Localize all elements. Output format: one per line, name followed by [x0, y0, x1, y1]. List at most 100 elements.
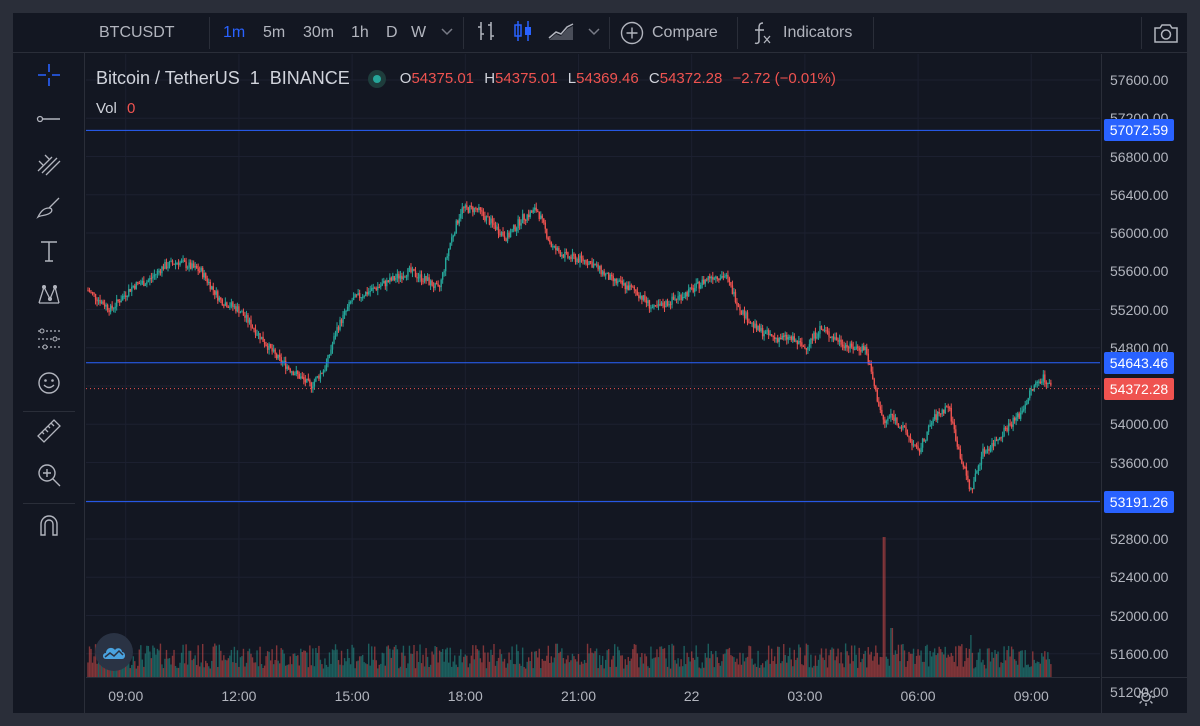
volume-bar	[826, 667, 829, 677]
candle	[532, 209, 534, 213]
chart-style-dropdown[interactable]	[588, 13, 600, 53]
emoji-tool[interactable]	[31, 367, 67, 403]
volume-bar	[636, 653, 639, 677]
volume-bar	[339, 664, 341, 677]
trend-line-tool[interactable]	[31, 103, 67, 139]
candle	[615, 278, 617, 284]
candle	[629, 285, 631, 291]
interval-1m[interactable]: 1m	[223, 13, 245, 53]
volume-bar	[959, 646, 962, 677]
candle	[227, 306, 230, 308]
tradingview-logo[interactable]	[95, 633, 133, 671]
volume-bar	[971, 652, 974, 677]
candle	[706, 279, 708, 281]
volume-bar	[272, 664, 275, 677]
volume-bar	[638, 667, 640, 677]
indicators-button[interactable]: Indicators	[751, 13, 852, 53]
volume-bar	[967, 657, 969, 677]
candle	[508, 232, 510, 238]
volume-bar	[552, 662, 554, 677]
gear-icon	[1136, 687, 1156, 707]
volume-bar	[165, 649, 168, 677]
pattern-tool[interactable]	[31, 279, 67, 315]
candle	[878, 401, 880, 407]
candle	[766, 330, 768, 332]
market-status-icon[interactable]	[367, 69, 386, 88]
brush-tool[interactable]	[31, 191, 67, 227]
candle	[155, 274, 157, 276]
volume-bar	[1045, 659, 1048, 677]
candle	[291, 371, 293, 373]
candle	[681, 297, 684, 301]
candles-style-button[interactable]	[511, 13, 535, 53]
volume-bar	[709, 658, 711, 677]
fib-tool[interactable]	[31, 147, 67, 183]
volume-bar	[125, 661, 127, 677]
candle	[245, 315, 248, 318]
candle	[876, 390, 879, 402]
crosshair-tool[interactable]	[31, 59, 67, 95]
candle	[99, 299, 101, 304]
volume-bar	[233, 646, 236, 677]
interval-dropdown[interactable]	[441, 13, 453, 53]
volume-bar	[407, 663, 409, 677]
candle	[881, 409, 883, 415]
candle	[589, 261, 592, 263]
volume-bar	[573, 656, 575, 677]
volume-bar	[719, 665, 722, 677]
interval-w[interactable]: W	[411, 13, 426, 53]
chart-pane[interactable]: Bitcoin / TetherUS 1 BINANCE O54375.01 H…	[86, 54, 1100, 677]
volume-bar	[707, 643, 709, 677]
volume-bar	[953, 661, 955, 677]
volume-bar	[265, 656, 267, 677]
volume-bar	[1032, 651, 1034, 677]
area-style-button[interactable]	[547, 13, 575, 53]
candle	[470, 205, 473, 207]
interval-label: D	[386, 24, 398, 41]
volume-bar	[1029, 667, 1031, 677]
volume-bar	[570, 660, 572, 677]
candle	[692, 288, 694, 292]
volume-bar	[156, 648, 159, 677]
volume-bar	[482, 645, 485, 677]
symbol-search[interactable]: BTCUSDT	[99, 13, 175, 53]
volume-bar	[701, 662, 703, 677]
volume-bar	[686, 652, 688, 677]
compare-button[interactable]: Compare	[620, 13, 718, 53]
price-line-label[interactable]: 54372.28	[1104, 377, 1174, 400]
candle	[915, 445, 918, 447]
price-line-label[interactable]: 57072.59	[1104, 119, 1174, 142]
forecast-tool[interactable]	[31, 323, 67, 359]
volume-bar	[912, 648, 915, 677]
bar-style-button[interactable]	[475, 13, 499, 53]
candle	[825, 330, 827, 332]
interval-1h[interactable]: 1h	[351, 13, 369, 53]
text-tool[interactable]	[31, 235, 67, 271]
ruler-tool[interactable]	[31, 415, 67, 451]
candle	[853, 349, 856, 351]
price-line-label[interactable]: 53191.26	[1104, 490, 1174, 513]
price-axis[interactable]: 57600.00 57200.00 56800.00 56400.00 56000.00…	[1101, 54, 1187, 700]
volume-bar	[831, 647, 833, 677]
volume-bar	[650, 646, 652, 677]
zoom-tool[interactable]	[31, 459, 67, 495]
volume-bar	[235, 662, 237, 677]
volume-bar	[253, 662, 255, 677]
time-axis[interactable]: 09:00 12:00 15:00 18:00 21:00 22 03:00 06:00 09:…	[86, 677, 1100, 713]
area-chart-icon	[547, 21, 575, 46]
interval-30m[interactable]: 30m	[303, 13, 334, 53]
interval-5m[interactable]: 5m	[263, 13, 285, 53]
candle	[811, 338, 814, 340]
candle	[686, 292, 688, 297]
volume-bar	[263, 665, 266, 677]
candle	[527, 214, 530, 218]
candle	[885, 420, 888, 424]
screenshot-button[interactable]	[1153, 13, 1179, 53]
price-line-label[interactable]: 54643.46	[1104, 351, 1174, 374]
interval-d[interactable]: D	[386, 13, 398, 53]
candle	[109, 305, 112, 313]
magnet-tool[interactable]	[31, 509, 67, 545]
volume-bar	[487, 652, 489, 677]
chart-settings-button[interactable]	[1101, 677, 1187, 713]
volume-bar	[238, 666, 240, 677]
